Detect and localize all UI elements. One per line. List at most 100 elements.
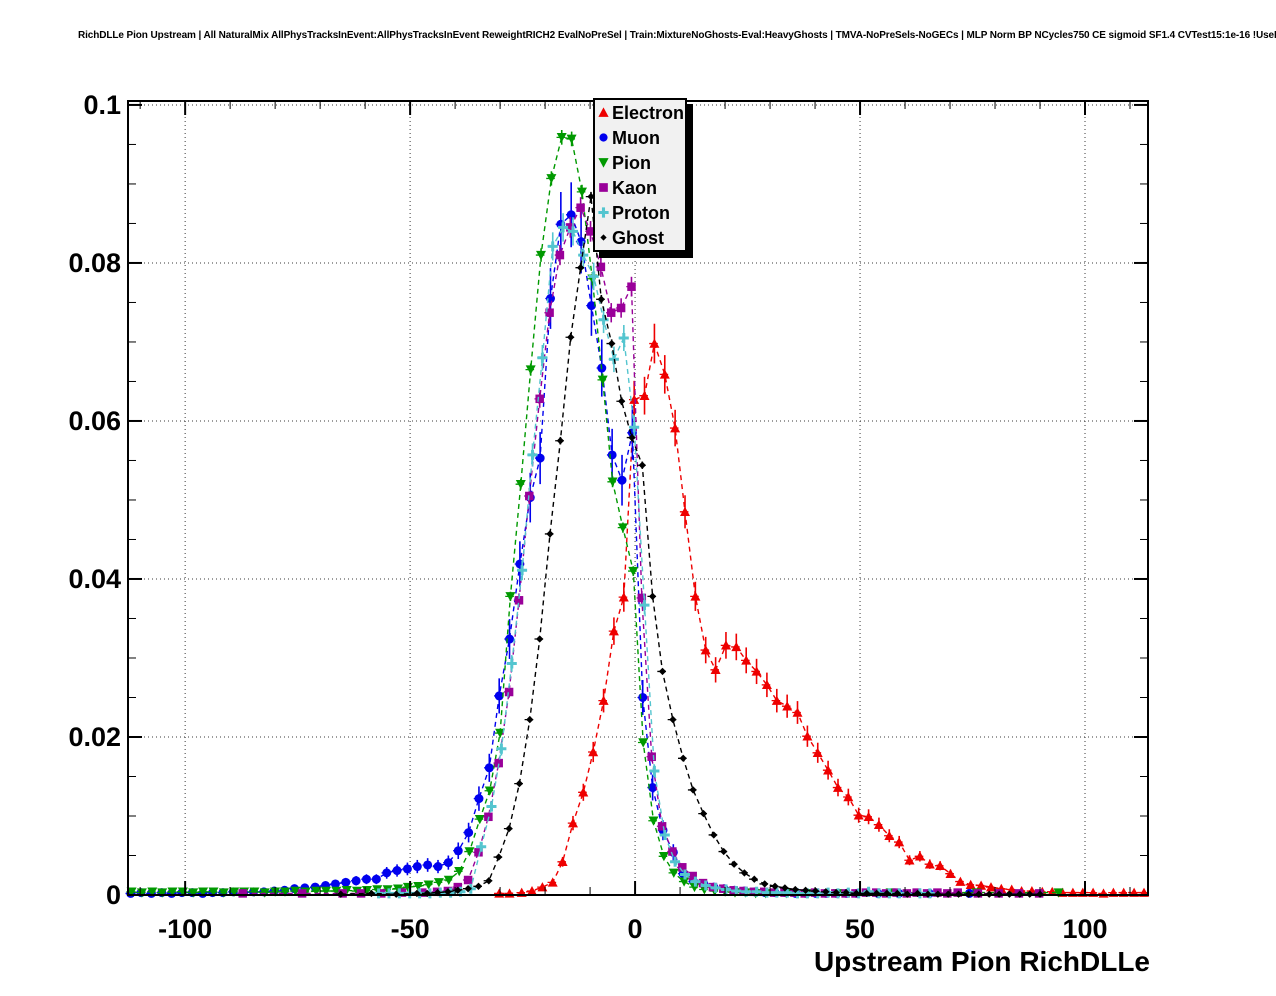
marker-cross [496,743,507,754]
marker-cross [741,886,752,897]
marker-circle [607,450,617,460]
marker-circle [371,874,381,884]
marker-diamond [617,397,626,405]
marker-circle [586,301,596,311]
marker-diamond [495,853,503,861]
marker-triangle-up [751,666,762,676]
y-tick-label: 0.02 [68,722,121,752]
legend-marker [598,207,609,218]
marker-cross [690,876,701,887]
marker-square [576,203,585,212]
marker-cross [771,887,782,898]
marker-circle [566,210,576,220]
marker-diamond [658,667,667,676]
marker-triangle-up [731,641,742,652]
marker-triangle-down [617,523,628,533]
marker-circle [341,877,351,887]
marker-triangle-up [568,818,578,828]
marker-cross [710,882,721,893]
x-tick-label: -100 [158,914,212,944]
marker-cross [812,888,823,899]
marker-diamond [597,295,605,303]
y-tick-label: 0.1 [83,90,121,120]
marker-circle [351,876,361,886]
marker-cross [792,888,803,899]
marker-circle [484,763,494,773]
marker-triangle-down [525,365,536,375]
marker-triangle-up [710,664,721,675]
legend-marker [600,234,607,241]
marker-triangle-down [280,887,290,897]
marker-circle [402,864,412,874]
marker-cross [547,241,558,252]
marker-triangle-up [812,747,823,758]
marker-cross [568,226,578,237]
marker-square [627,282,636,291]
marker-triangle-down [668,868,679,878]
marker-triangle-up [782,701,793,711]
marker-diamond [750,875,758,883]
legend-item-muon: Muon [595,125,685,150]
marker-cross [527,449,538,460]
marker-triangle-up [945,868,956,878]
marker-triangle-up [649,338,660,348]
marker-triangle-up [527,886,537,896]
marker-triangle-up [721,640,731,650]
marker-triangle-up [853,810,864,820]
legend-box: Electron Muon Pion Kaon Proton Ghost [593,98,687,252]
marker-cross [639,600,650,611]
marker-cross [751,886,762,897]
marker-circle [443,858,453,868]
marker-square [616,303,626,313]
marker-cross [588,271,599,282]
marker-triangle-down [607,477,618,487]
plot-title: RichDLLe Pion Upstream | All NaturalMix … [78,30,1276,41]
marker-square [535,394,544,404]
marker-triangle-down [495,728,506,738]
marker-square [606,308,616,317]
marker-triangle-down [515,479,526,490]
marker-diamond [444,888,452,896]
marker-diamond [505,824,513,833]
marker-triangle-up [639,390,650,400]
marker-cross [731,886,742,896]
marker-triangle-up [629,394,640,404]
marker-diamond [771,882,779,890]
marker-triangle-up [608,626,619,636]
marker-triangle-up [578,787,589,797]
marker-triangle-down [556,133,567,143]
marker-circle [464,828,474,838]
marker-triangle-down [413,882,424,892]
series-ghost [335,191,1046,898]
marker-cross [649,766,660,776]
series-proton [373,213,935,899]
marker-triangle-down [566,134,577,144]
marker-triangle-down [167,887,178,897]
marker-triangle-up [690,591,701,601]
kaon-marker-icon [599,183,608,192]
marker-diamond [454,886,462,894]
marker-square [555,250,565,260]
marker-triangle-up [741,655,752,665]
marker-triangle-up [1047,886,1058,897]
marker-triangle-up [976,880,987,890]
marker-triangle-down [505,592,516,602]
legend-label: Proton [612,202,670,223]
legend-label: Kaon [612,177,657,198]
marker-triangle-down [229,887,240,897]
marker-cross [578,250,589,261]
marker-square [657,822,667,831]
marker-triangle-down [218,888,229,898]
x-tick-label: 100 [1062,914,1107,944]
marker-circle [474,794,484,804]
marker-cross [802,888,813,899]
marker-diamond [801,886,810,894]
marker-triangle-down [628,566,639,577]
marker-triangle-up [904,855,915,865]
marker-cross [721,884,731,895]
legend-label: Muon [612,127,660,148]
marker-cross [598,314,609,325]
marker-cross [476,841,487,852]
legend-item-pion: Pion [595,150,685,175]
